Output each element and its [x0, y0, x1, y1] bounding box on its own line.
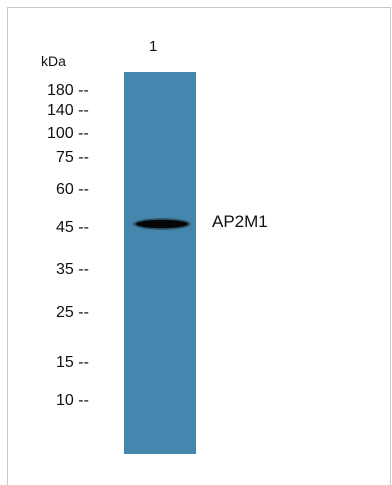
- lane-1: [124, 72, 196, 454]
- marker-140: 140 --: [47, 102, 89, 119]
- band-label: AP2M1: [212, 212, 268, 231]
- marker-35: 35 --: [56, 261, 89, 278]
- marker-45: 45 --: [56, 219, 89, 236]
- figure-frame: [7, 7, 391, 485]
- marker-60: 60 --: [56, 181, 89, 198]
- band-ap2m1: [133, 218, 191, 230]
- marker-75: 75 --: [56, 149, 89, 166]
- marker-100: 100 --: [47, 125, 89, 142]
- marker-10: 10 --: [56, 392, 89, 409]
- band-core: [136, 219, 188, 229]
- lane-label-1: 1: [149, 38, 158, 55]
- marker-15: 15 --: [56, 354, 89, 371]
- marker-180: 180 --: [47, 82, 89, 99]
- unit-label: kDa: [41, 53, 66, 69]
- marker-25: 25 --: [56, 304, 89, 321]
